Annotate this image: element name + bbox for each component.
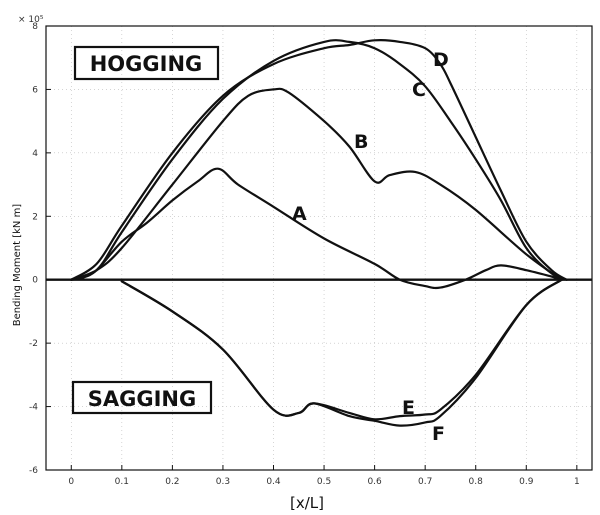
curve-label-c: C (412, 79, 426, 101)
series-line-f (120, 278, 563, 427)
series-line-d (70, 39, 568, 281)
y-tick-label: -6 (29, 466, 38, 476)
series-line-b (70, 87, 563, 281)
x-tick-label: 0.1 (115, 477, 129, 487)
sagging-label: SAGGING (88, 387, 196, 411)
x-tick-label: 0.6 (367, 477, 382, 487)
y-tick-label: -4 (29, 403, 38, 413)
x-tick-label: 0.2 (165, 477, 179, 487)
x-tick-label: 0.3 (216, 477, 230, 487)
x-tick-label: 0.8 (469, 477, 484, 487)
x-axis-label: [x/L] (290, 494, 324, 512)
x-tick-label: 0.5 (317, 477, 331, 487)
sagging-box (71, 380, 213, 415)
y-axis-label: Bending Moment [kN m] (12, 204, 23, 327)
y-tick-label: 2 (32, 212, 38, 222)
x-tick-label: 0.7 (418, 477, 432, 487)
curve-label-d: D (433, 49, 449, 71)
curve-label-f: F (432, 423, 445, 445)
series-line-c (70, 39, 568, 281)
curve-label-a: A (292, 203, 307, 225)
curve-label-b: B (354, 131, 368, 153)
curve-label-e: E (402, 397, 415, 419)
y-tick-label: 6 (32, 85, 38, 95)
plot-frame (45, 25, 593, 471)
series-curves (70, 39, 568, 427)
hogging-box (73, 45, 220, 81)
x-axis-ticks: 0 0.1 0.2 0.3 0.4 0.5 0.6 0.7 0.8 0.9 1 (68, 465, 580, 487)
y-multiplier: × 10⁵ (18, 15, 44, 25)
hogging-label: HOGGING (90, 52, 203, 76)
series-line-a (70, 167, 563, 290)
x-tick-label: 1 (574, 477, 580, 487)
y-tick-label: 8 (32, 22, 38, 32)
y-tick-label: 4 (32, 149, 38, 159)
x-tick-label: 0 (68, 477, 74, 487)
x-tick-label: 0.4 (266, 477, 281, 487)
y-tick-label: -2 (29, 339, 38, 349)
x-tick-label: 0.9 (519, 477, 534, 487)
y-tick-label: 0 (32, 276, 38, 286)
y-axis-ticks: -6 -4 -2 0 2 4 6 8 (29, 22, 51, 476)
